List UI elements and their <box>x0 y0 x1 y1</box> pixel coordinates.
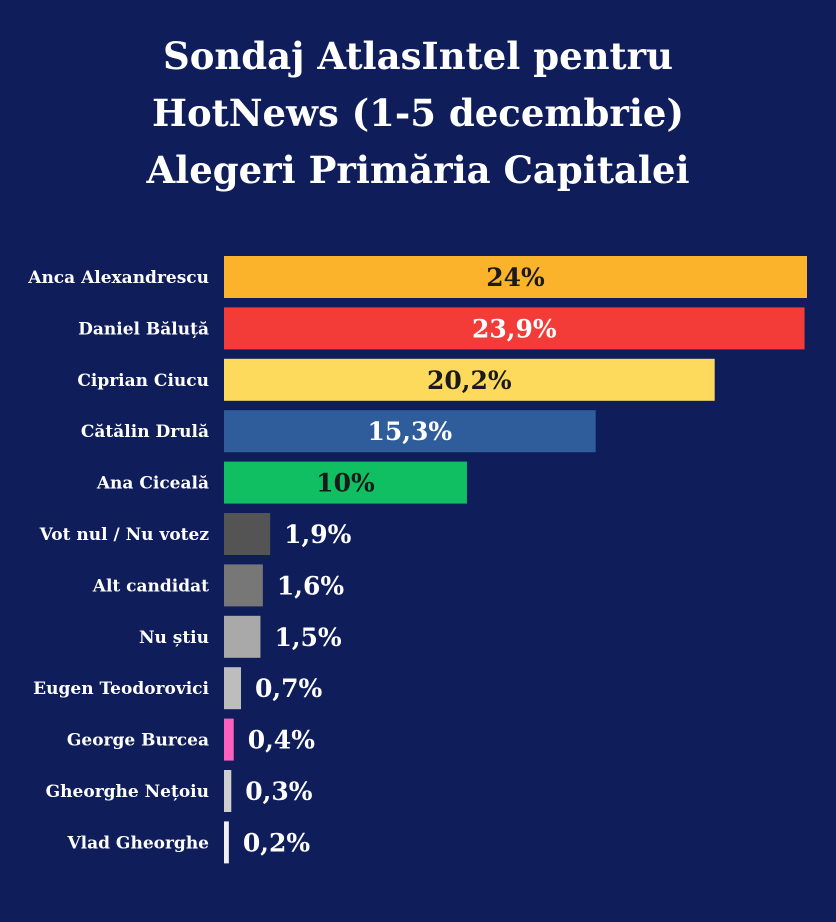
value-label: 0,3% <box>245 777 312 806</box>
title-line-1: Sondaj AtlasIntel pentru <box>163 34 673 78</box>
bar <box>224 564 263 607</box>
category-label: Ciprian Ciucu <box>77 371 209 391</box>
bar <box>224 513 271 555</box>
category-label: Vot nul / Nu votez <box>39 525 210 545</box>
value-label: 1,6% <box>277 571 344 600</box>
title-line-2: HotNews (1-5 decembrie) <box>152 91 684 135</box>
category-label: Anca Alexandrescu <box>27 268 209 288</box>
value-label: 1,9% <box>284 520 351 549</box>
value-label: 23,9% <box>472 314 557 343</box>
bar <box>224 821 229 864</box>
value-label: 15,3% <box>368 417 453 446</box>
value-label: 0,2% <box>243 828 310 857</box>
value-label: 24% <box>486 263 545 292</box>
category-label: Alt candidat <box>92 576 209 596</box>
bar <box>224 307 805 350</box>
bar <box>224 410 596 453</box>
value-label: 0,7% <box>255 674 322 703</box>
category-label: Eugen Teodorovici <box>33 679 209 699</box>
value-label: 10% <box>316 469 375 498</box>
value-label: 1,5% <box>274 623 341 652</box>
bar <box>224 358 715 401</box>
value-label: 0,4% <box>248 726 315 755</box>
title-line-3: Alegeri Primăria Capitalei <box>146 148 690 192</box>
bar <box>224 770 232 812</box>
category-label: Daniel Băluță <box>78 319 209 339</box>
chart-title: Sondaj AtlasIntel pentru HotNews (1-5 de… <box>0 28 836 199</box>
category-label: Ana Ciceală <box>96 474 209 494</box>
category-label: Gheorghe Nețoiu <box>46 782 209 802</box>
category-label: Cătălin Drulă <box>81 422 209 442</box>
bar <box>224 461 467 504</box>
category-label: George Burcea <box>67 731 209 751</box>
value-label: 20,2% <box>427 366 512 395</box>
category-label: Nu știu <box>139 628 209 648</box>
bar <box>224 256 807 298</box>
bar <box>224 615 261 658</box>
category-label: Vlad Gheorghe <box>66 833 209 853</box>
bar <box>224 718 234 761</box>
bar <box>224 667 242 710</box>
